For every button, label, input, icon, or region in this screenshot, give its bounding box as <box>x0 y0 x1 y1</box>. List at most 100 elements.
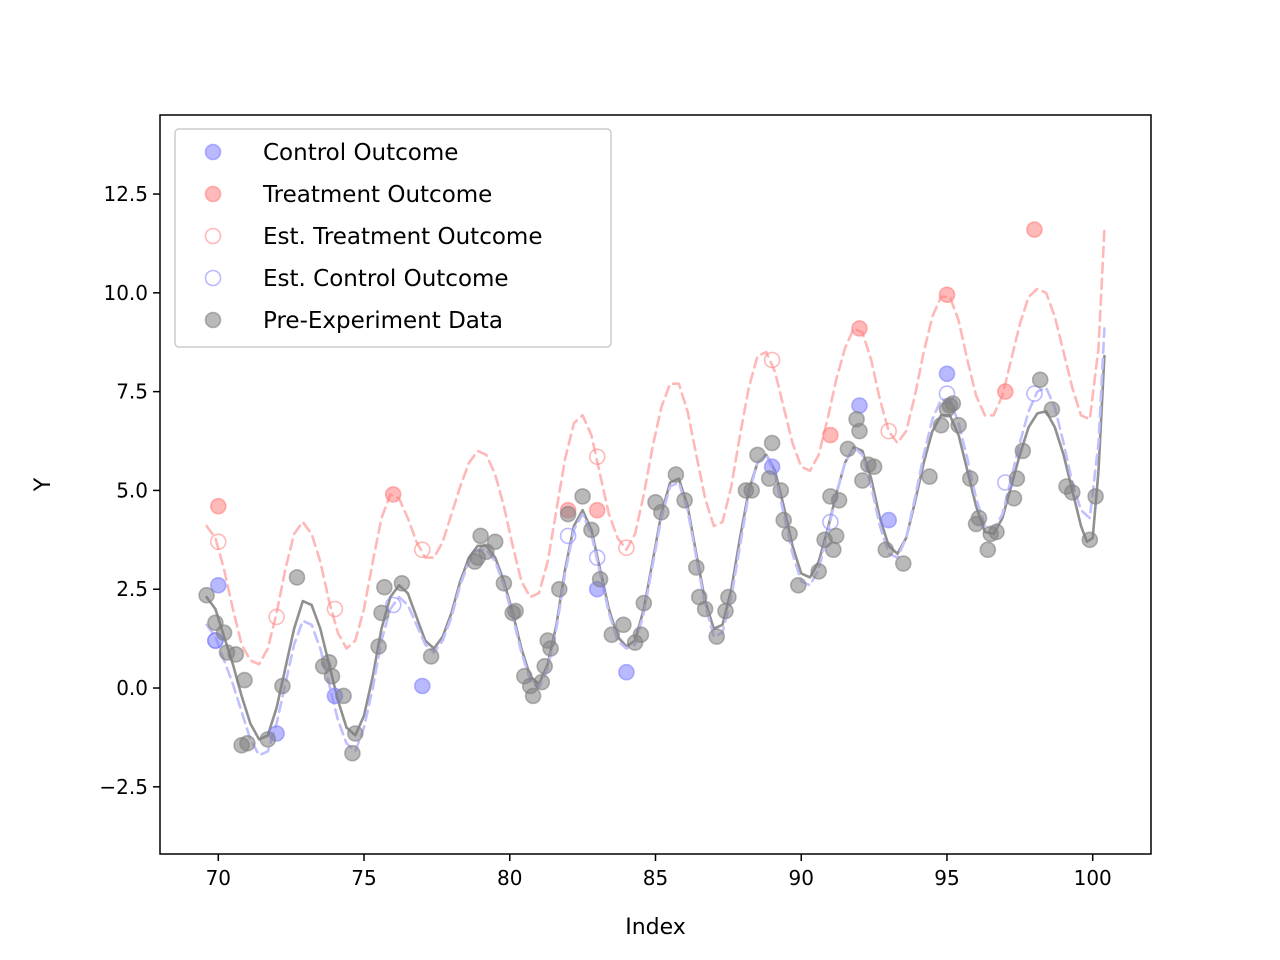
data-point-s4-61 <box>763 434 781 452</box>
y-tick-label-6: 12.5 <box>103 182 148 206</box>
data-point-s4-4 <box>227 646 245 663</box>
data-point-s1-4 <box>822 426 839 444</box>
data-point-s4-72 <box>839 440 857 458</box>
data-point-s1-7 <box>996 383 1014 400</box>
data-point-s2-7 <box>880 422 898 440</box>
data-point-s4-86 <box>961 470 979 487</box>
data-point-s4-69 <box>824 541 842 559</box>
data-point-s4-2 <box>215 624 233 642</box>
data-point-s4-50 <box>676 491 693 509</box>
data-point-s4-15 <box>344 744 361 762</box>
data-point-s4-71 <box>830 491 848 509</box>
data-points <box>198 221 1104 762</box>
legend-label-3: Est. Control Outcome <box>263 266 509 292</box>
legend-label-2: Est. Treatment Outcome <box>263 224 542 250</box>
data-point-s4-78 <box>877 541 895 559</box>
data-point-s4-42 <box>603 626 621 644</box>
data-point-s4-45 <box>632 626 650 644</box>
y-tick-label-4: 7.5 <box>116 380 148 404</box>
data-point-s4-24 <box>472 527 489 545</box>
data-point-s4-79 <box>894 555 912 572</box>
x-axis-ticks: 70 75 80 85 90 95 100 <box>206 854 1112 890</box>
data-point-s4-93 <box>1008 470 1026 487</box>
data-point-s4-37 <box>550 580 568 598</box>
data-point-s4-54 <box>708 628 726 645</box>
legend-label-0: Control Outcome <box>263 140 458 166</box>
x-tick-label-5: 95 <box>934 866 959 890</box>
data-point-s4-53 <box>696 600 714 618</box>
data-point-s4-58 <box>743 482 761 499</box>
data-point-s4-34 <box>536 657 554 675</box>
data-point-s4-14 <box>335 687 352 705</box>
data-point-s4-0 <box>198 586 215 604</box>
y-tick-label-5: 10.0 <box>103 281 148 305</box>
y-tick-label-2: 2.5 <box>116 577 148 601</box>
x-tick-label-0: 70 <box>206 866 231 890</box>
data-point-s4-60 <box>760 470 778 487</box>
data-point-s4-92 <box>1005 489 1023 507</box>
data-point-s4-62 <box>772 482 790 499</box>
data-point-s4-21 <box>422 648 440 665</box>
data-point-s1-6 <box>938 286 956 304</box>
data-point-s1-0 <box>210 497 227 515</box>
data-point-s4-64 <box>781 525 798 543</box>
data-point-s4-27 <box>495 574 513 592</box>
data-point-s4-65 <box>789 576 807 594</box>
series-line-7 <box>205 228 1106 666</box>
x-tick-label-1: 75 <box>351 866 376 890</box>
data-point-s4-48 <box>652 503 670 521</box>
data-point-s2-4 <box>588 448 606 466</box>
data-point-s4-40 <box>583 521 600 539</box>
y-tick-label-1: 0.0 <box>116 676 148 700</box>
data-point-s4-8 <box>259 731 277 748</box>
data-point-s4-39 <box>574 488 591 505</box>
x-tick-label-2: 80 <box>497 866 522 890</box>
data-point-s4-74 <box>851 422 868 440</box>
legend-box <box>174 128 612 348</box>
legend-marker-3 <box>204 269 222 287</box>
data-point-s2-0 <box>210 533 227 551</box>
data-point-s4-55 <box>717 602 734 620</box>
legend-marker-2 <box>204 227 222 245</box>
data-point-s4-49 <box>667 466 685 483</box>
data-point-s4-56 <box>720 588 737 606</box>
data-point-s4-75 <box>854 472 871 489</box>
data-point-s1-5 <box>851 320 868 337</box>
data-point-s4-98 <box>1064 484 1081 501</box>
data-point-s4-18 <box>373 604 390 622</box>
data-point-s4-89 <box>979 541 997 559</box>
data-point-s4-94 <box>1014 442 1032 460</box>
data-point-s2-1 <box>268 608 285 626</box>
data-point-s0-8 <box>851 397 868 414</box>
y-tick-label-3: 5.0 <box>116 478 148 502</box>
data-point-s4-66 <box>810 563 828 580</box>
data-point-s1-3 <box>588 501 606 519</box>
legend-label-1: Treatment Outcome <box>262 182 492 208</box>
data-point-s2-3 <box>413 541 431 559</box>
data-point-s0-9 <box>880 511 898 529</box>
data-point-s4-59 <box>749 446 766 464</box>
x-axis-label: Index <box>625 915 686 940</box>
data-point-s4-16 <box>346 725 364 742</box>
legend-marker-1 <box>204 185 222 203</box>
data-point-s3-4 <box>822 513 839 531</box>
data-point-s3-3 <box>588 549 606 566</box>
data-point-s3-2 <box>559 527 577 545</box>
data-point-s0-4 <box>413 677 431 695</box>
data-point-s4-80 <box>921 468 938 485</box>
legend-marker-4 <box>204 311 222 329</box>
legend: Control Outcome Treatment Outcome Est. Tre… <box>174 128 612 348</box>
data-point-s4-12 <box>320 653 338 671</box>
data-point-s4-36 <box>542 640 559 657</box>
y-axis-ticks: −2.5 0.0 2.5 5.0 7.5 10.0 12.5 <box>99 182 160 799</box>
data-point-s4-10 <box>288 569 306 586</box>
data-point-s0-0 <box>210 576 227 594</box>
data-point-s4-88 <box>970 509 988 527</box>
data-point-s4-29 <box>507 602 524 620</box>
data-point-s4-26 <box>486 533 504 551</box>
data-point-s4-77 <box>865 458 883 476</box>
data-point-s4-13 <box>323 667 341 685</box>
data-point-s1-1 <box>384 486 402 503</box>
data-point-s4-38 <box>559 505 577 523</box>
